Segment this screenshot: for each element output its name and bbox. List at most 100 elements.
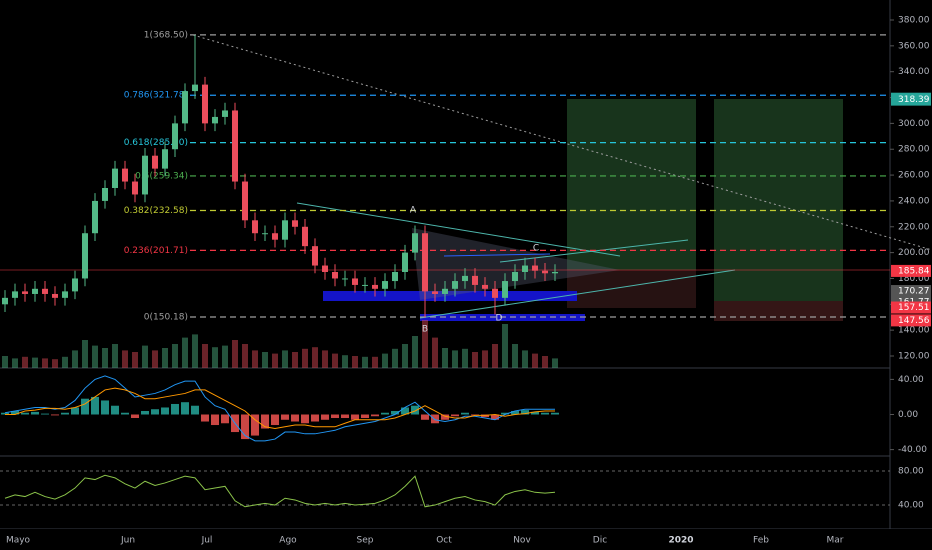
- trend-line: [419, 269, 736, 319]
- macd-histogram-bar: [251, 414, 259, 436]
- macd-histogram-bar: [141, 410, 149, 415]
- macd-histogram-bar: [11, 410, 19, 415]
- x-tick-label: Jun: [120, 536, 135, 546]
- volume-bar: [12, 358, 18, 368]
- macd-histogram-bar: [301, 414, 309, 424]
- long-stop-zone: [567, 270, 696, 308]
- macd-histogram-bar: [431, 414, 439, 424]
- macd-histogram-bar: [281, 414, 289, 420]
- candle-body: [12, 291, 18, 298]
- volume-bar: [492, 344, 498, 368]
- candle-body: [102, 188, 108, 201]
- x-tick-label: Sep: [357, 536, 374, 546]
- volume-bar: [402, 344, 408, 368]
- y-tick-label: 240.00: [898, 196, 930, 206]
- volume-bar: [432, 337, 438, 368]
- candle-body: [362, 284, 368, 286]
- candle-body: [212, 116, 218, 124]
- macd-histogram-bar: [191, 405, 199, 415]
- long-target-zone: [567, 99, 696, 270]
- volume-bar: [252, 350, 258, 368]
- volume-bar: [32, 357, 38, 368]
- candle-body: [522, 265, 528, 272]
- volume-bar: [262, 352, 268, 368]
- candle-body: [312, 246, 318, 266]
- macd-histogram-bar: [81, 398, 89, 415]
- volume-bar: [532, 353, 538, 368]
- macd-histogram-bar: [161, 407, 169, 415]
- volume-bar: [362, 356, 368, 368]
- candle-body: [302, 226, 308, 247]
- fib-label: 0.236(201.71): [124, 246, 188, 256]
- macd-histogram-bar: [341, 414, 349, 419]
- macd-histogram-bar: [501, 412, 509, 415]
- volume-bar: [382, 353, 388, 368]
- x-tick-label: Oct: [436, 536, 452, 546]
- candle-body: [172, 123, 178, 150]
- candle-body: [262, 233, 268, 235]
- price-tag-label: 170.27: [898, 287, 930, 297]
- pattern-point-label: C: [533, 244, 539, 254]
- price-tag-label: 147.56: [898, 316, 930, 326]
- volume-bar: [472, 352, 478, 368]
- volume-bar: [422, 320, 428, 368]
- price-tag: [891, 93, 931, 106]
- candle-body: [92, 200, 98, 234]
- long-target-zone: [714, 99, 843, 301]
- macd-histogram-bar: [551, 412, 559, 415]
- y-tick-label: 280.00: [898, 145, 930, 155]
- candle-body: [282, 220, 288, 240]
- x-tick-label: 2020: [668, 536, 693, 546]
- candle-body: [322, 265, 328, 272]
- volume-bar: [222, 345, 228, 368]
- candle-body: [132, 181, 138, 195]
- macd-histogram-bar: [111, 405, 119, 415]
- x-tick-label: Dic: [593, 536, 607, 546]
- macd-histogram-bar: [441, 414, 449, 420]
- macd-histogram-bar: [491, 414, 499, 420]
- candle-body: [202, 84, 208, 124]
- candle-body: [32, 288, 38, 294]
- y-tick-label: 300.00: [898, 119, 930, 129]
- y-tick-label: -40.00: [898, 445, 927, 455]
- volume-bar: [162, 348, 168, 368]
- volume-bar: [112, 344, 118, 368]
- macd-histogram-bar: [181, 402, 189, 415]
- volume-bar: [542, 356, 548, 368]
- macd-histogram-bar: [461, 412, 469, 415]
- candle-body: [52, 293, 58, 298]
- volume-bar: [482, 350, 488, 368]
- candle-body: [332, 272, 338, 279]
- support-zone: [323, 291, 577, 301]
- macd-histogram-bar: [261, 414, 269, 429]
- volume-bar: [412, 336, 418, 368]
- volume-bar: [292, 352, 298, 368]
- volume-bar: [372, 356, 378, 368]
- volume-bar: [392, 348, 398, 368]
- candle-body: [532, 265, 538, 271]
- macd-histogram-bar: [361, 414, 369, 419]
- fib-label: 0.5(259.34): [135, 171, 188, 181]
- candle-body: [352, 278, 358, 285]
- candle-body: [452, 281, 458, 289]
- volume-bar: [352, 356, 358, 368]
- y-tick-label: 180.00: [898, 274, 930, 284]
- candle-body: [422, 233, 428, 292]
- candle-body: [242, 181, 248, 221]
- candle-body: [152, 155, 158, 169]
- x-tick-label: Mar: [827, 536, 844, 546]
- candle-body: [162, 149, 168, 169]
- volume-bar: [332, 353, 338, 368]
- long-stop-zone: [714, 301, 843, 321]
- y-tick-label: 40.00: [898, 375, 924, 385]
- trend-line: [192, 34, 932, 251]
- macd-histogram-bar: [121, 412, 129, 415]
- macd-histogram-bar: [151, 409, 159, 415]
- y-tick-label: 0.00: [898, 410, 918, 420]
- macd-histogram-bar: [101, 400, 109, 415]
- macd-histogram-bar: [221, 414, 229, 424]
- fib-label: 0.618(285.10): [124, 138, 188, 148]
- price-tag-label: 157.51: [898, 303, 930, 313]
- pattern-point-label: D: [496, 314, 503, 324]
- volume-bar: [452, 350, 458, 368]
